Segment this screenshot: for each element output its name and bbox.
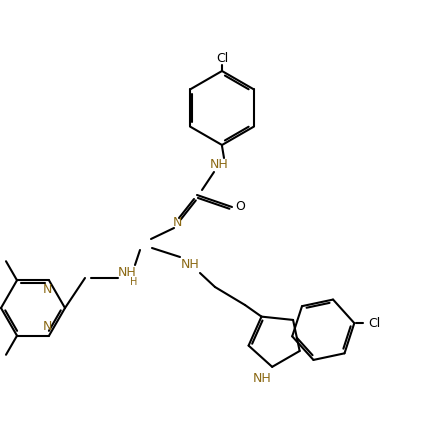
- Text: N: N: [172, 217, 182, 230]
- Text: Cl: Cl: [368, 317, 381, 330]
- Text: NH: NH: [210, 159, 228, 171]
- Text: NH: NH: [181, 258, 200, 272]
- Text: H: H: [131, 277, 138, 287]
- Text: N: N: [43, 320, 52, 333]
- Text: NH: NH: [253, 372, 272, 385]
- Text: N: N: [43, 283, 52, 296]
- Text: Cl: Cl: [216, 52, 228, 64]
- Text: NH: NH: [117, 266, 136, 280]
- Text: O: O: [235, 201, 245, 214]
